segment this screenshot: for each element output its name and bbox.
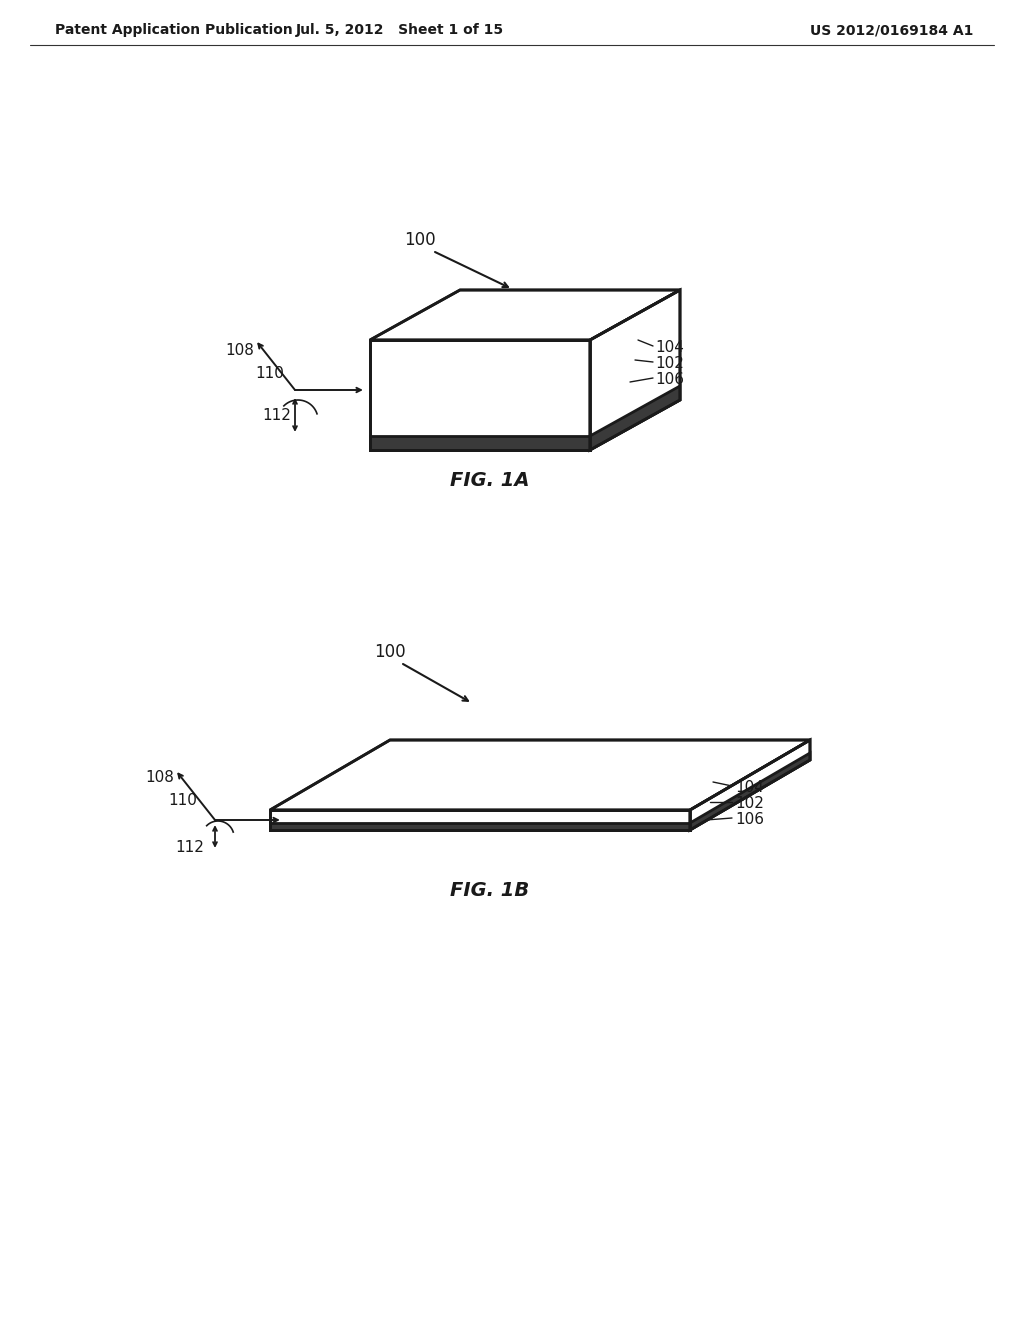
Text: 106: 106 — [735, 812, 764, 828]
Polygon shape — [590, 290, 680, 450]
Polygon shape — [370, 436, 590, 450]
Text: 112: 112 — [262, 408, 291, 422]
Text: Jul. 5, 2012   Sheet 1 of 15: Jul. 5, 2012 Sheet 1 of 15 — [296, 22, 504, 37]
Text: 100: 100 — [374, 643, 406, 661]
Text: Patent Application Publication: Patent Application Publication — [55, 22, 293, 37]
Text: 108: 108 — [225, 343, 254, 358]
Text: 104: 104 — [735, 780, 764, 795]
Polygon shape — [370, 341, 590, 450]
Text: 110: 110 — [168, 793, 197, 808]
Text: 102: 102 — [735, 796, 764, 810]
Text: US 2012/0169184 A1: US 2012/0169184 A1 — [810, 22, 974, 37]
Text: 108: 108 — [145, 770, 174, 785]
Text: 106: 106 — [655, 372, 684, 387]
Text: 102: 102 — [655, 356, 684, 371]
Polygon shape — [270, 741, 810, 810]
Polygon shape — [270, 810, 690, 830]
Polygon shape — [270, 822, 690, 830]
Polygon shape — [590, 385, 680, 450]
Text: 110: 110 — [255, 366, 284, 381]
Polygon shape — [690, 741, 810, 830]
Text: FIG. 1A: FIG. 1A — [451, 470, 529, 490]
Polygon shape — [690, 752, 810, 830]
Text: 104: 104 — [655, 341, 684, 355]
Text: 112: 112 — [175, 840, 204, 855]
Text: FIG. 1B: FIG. 1B — [451, 880, 529, 899]
Text: 100: 100 — [404, 231, 436, 249]
Polygon shape — [370, 290, 680, 341]
